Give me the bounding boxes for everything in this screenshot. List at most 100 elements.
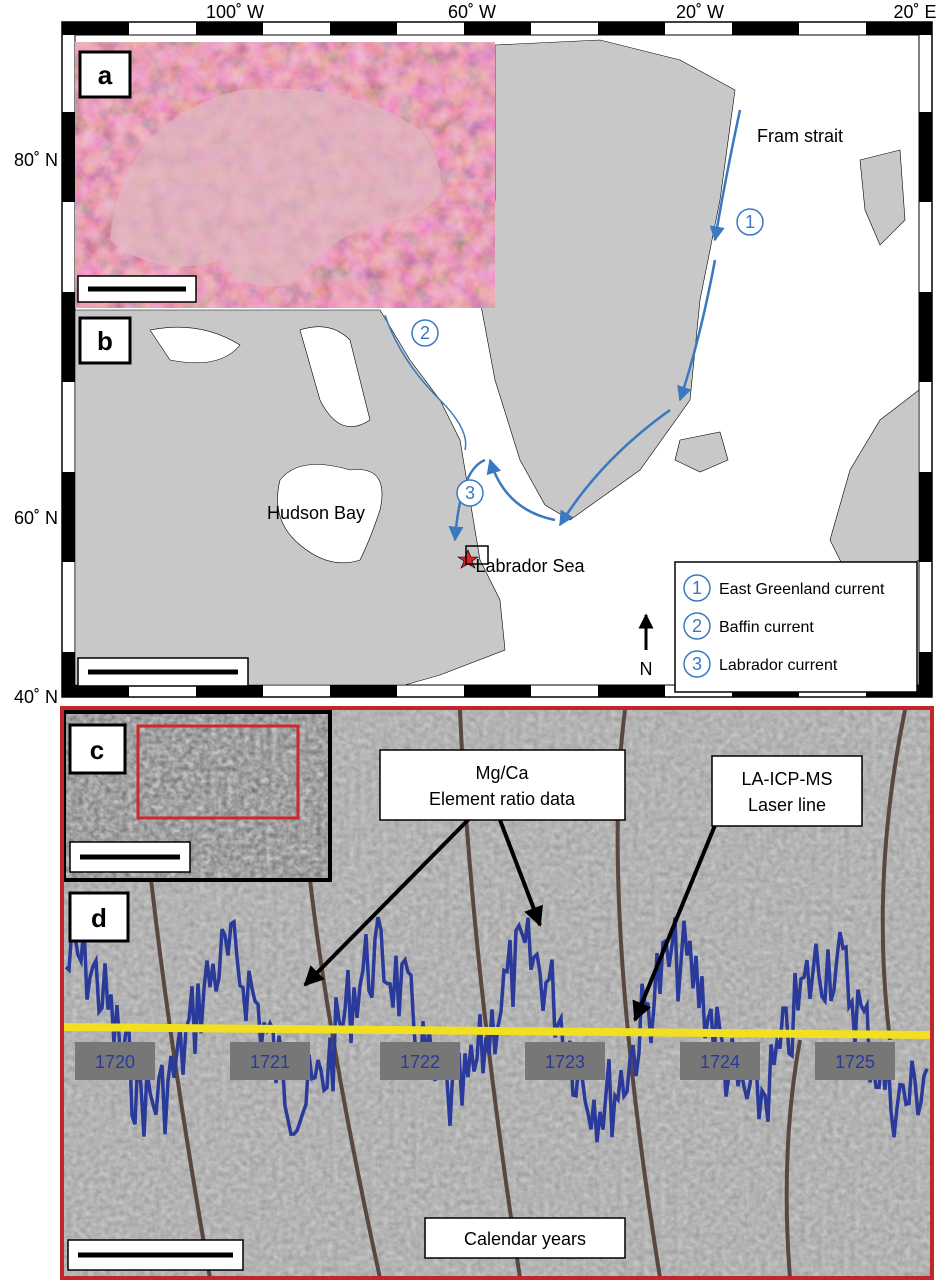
zoom-box [136, 724, 300, 820]
callout-arrow [498, 819, 543, 927]
iceland [674, 431, 729, 473]
frame-tick [919, 112, 932, 202]
lon-label: 20˚ E [893, 2, 936, 22]
callout-box [379, 749, 626, 821]
frame-tick [732, 22, 799, 35]
coral [110, 88, 441, 287]
legend-badge [683, 612, 711, 640]
frame-tick [62, 652, 75, 697]
legend-box [674, 561, 918, 693]
panel-d-frame [60, 706, 934, 1280]
panel-label: a [98, 60, 113, 90]
callout-arrow [303, 816, 472, 987]
lon-label: 60˚ W [448, 2, 496, 22]
legend-number: 3 [692, 654, 702, 674]
panel-label-box [68, 891, 130, 943]
frame-tick [598, 685, 665, 697]
frame-tick [62, 685, 129, 697]
lat-label: 40˚ N [14, 687, 58, 707]
current-2 [486, 458, 556, 522]
axis-title: Calendar years [464, 1229, 586, 1249]
panel-label: d [91, 903, 107, 933]
year-box [525, 1042, 605, 1080]
frame-tick [330, 22, 397, 35]
site-box [465, 545, 489, 565]
legend-badge [683, 650, 711, 678]
callout-text: Mg/Ca [475, 763, 529, 783]
frame-tick [62, 472, 75, 562]
panel-label-box [78, 50, 132, 99]
mg-ca-signal [64, 916, 929, 1143]
current-number: 1 [745, 212, 755, 232]
photo-panel: a [75, 42, 495, 308]
panel-label: c [90, 735, 104, 765]
panel-label: b [97, 326, 113, 356]
panel-label-box [78, 316, 132, 365]
north-label: N [640, 659, 653, 679]
legend-number: 2 [692, 616, 702, 636]
year-label: 1722 [400, 1052, 440, 1072]
lat-label: 60˚ N [14, 508, 58, 528]
year-label: 1721 [250, 1052, 290, 1072]
legend-label: East Greenland current [719, 581, 885, 598]
frame-tick [598, 22, 665, 35]
year-box [680, 1042, 760, 1080]
frame-tick [464, 685, 531, 697]
frame-tick [196, 685, 263, 697]
currents [384, 109, 742, 542]
axis-title-box [424, 1217, 626, 1259]
current-number: 2 [420, 323, 430, 343]
year-label: 1725 [835, 1052, 875, 1072]
year-box [815, 1042, 895, 1080]
place-label: Hudson Bay [267, 503, 365, 523]
lon-label: 100˚ W [206, 2, 264, 22]
current-number: 3 [465, 483, 475, 503]
place-label: Fram strait [757, 126, 843, 146]
frame-tick [919, 292, 932, 382]
frame-tick [62, 112, 75, 202]
current-1b [677, 259, 717, 402]
legend-label: Baffin current [719, 619, 814, 636]
legend: 1 East Greenland current 2 Baffin current 3 L… [674, 561, 918, 693]
callout-text: Laser line [748, 795, 826, 815]
lat-label: 80˚ N [14, 150, 58, 170]
current-badge [456, 479, 484, 507]
callout-text: Element ratio data [429, 789, 576, 809]
panel-label-box [68, 723, 127, 775]
current-badge [736, 208, 764, 236]
callout-text: LA-ICP-MS [741, 769, 832, 789]
current-badge [411, 319, 439, 347]
frame-tick [464, 22, 531, 35]
frame-tick [196, 22, 263, 35]
year-label: 1724 [700, 1052, 740, 1072]
frame-tick [866, 22, 932, 35]
current-1c [558, 408, 671, 527]
place-label: Labrador Sea [475, 556, 585, 576]
current-1 [709, 109, 742, 242]
laser-line [63, 1023, 931, 1039]
callout-arrow [632, 817, 720, 1022]
legend-label: Labrador current [719, 657, 838, 674]
frame-tick [330, 685, 397, 697]
frame-tick [919, 472, 932, 562]
callout-box [711, 755, 863, 827]
frame-tick [62, 22, 129, 35]
year-label: 1720 [95, 1052, 135, 1072]
hudson-bay [277, 464, 383, 564]
year-label: 1723 [545, 1052, 585, 1072]
legend-badge [683, 574, 711, 602]
current-baffin [384, 314, 467, 451]
lon-label: 20˚ W [676, 2, 724, 22]
year-box [380, 1042, 460, 1080]
panel-d: 1720 1721 1722 1723 1724 1725 c d Mg/Ca Eleme… [60, 706, 934, 1280]
greenland [479, 39, 736, 521]
channels [149, 326, 371, 427]
north-arrow: N [638, 613, 654, 679]
frame-tick [62, 292, 75, 382]
frame-tick [919, 652, 932, 697]
svalbard [859, 149, 906, 246]
year-box [230, 1042, 310, 1080]
year-box [75, 1042, 155, 1080]
legend-number: 1 [692, 578, 702, 598]
